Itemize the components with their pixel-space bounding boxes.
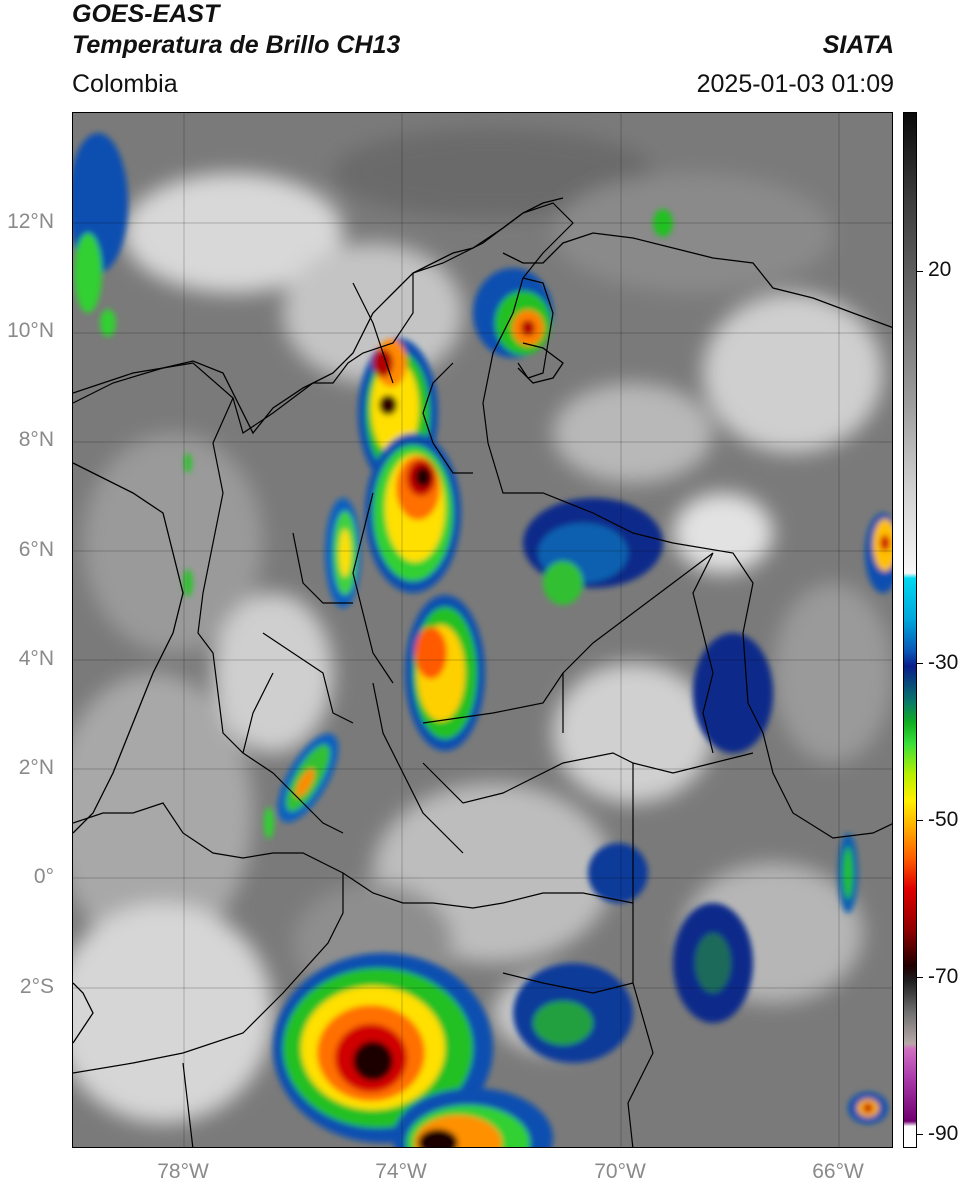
satellite-map[interactable] [72, 112, 893, 1148]
colorbar-label-20: 20 [928, 258, 951, 282]
lon-label-78w: 78°W [157, 1160, 209, 1184]
lat-label-12n: 12°N [7, 210, 54, 234]
colorbar-tick [917, 820, 923, 821]
product-title: Temperatura de Brillo CH13 [72, 31, 400, 60]
colorbar-tick [917, 271, 923, 272]
lon-label-70w: 70°W [594, 1160, 646, 1184]
lat-label-2n: 2°N [19, 756, 54, 780]
temperature-colorbar [903, 112, 917, 1148]
colorbar-tick [917, 977, 923, 978]
lon-label-66w: 66°W [812, 1160, 864, 1184]
lat-label-2s: 2°S [20, 975, 54, 999]
satellite-title: GOES-EAST [72, 0, 219, 29]
lon-label-74w: 74°W [375, 1160, 427, 1184]
lat-label-6n: 6°N [19, 538, 54, 562]
lat-label-8n: 8°N [19, 428, 54, 452]
colorbar-label-minus30: -30 [928, 651, 958, 675]
lat-label-4n: 4°N [19, 647, 54, 671]
colorbar-tick [917, 1134, 923, 1135]
satellite-imagery [73, 113, 893, 1148]
lat-label-0: 0° [34, 865, 54, 889]
datetime-label: 2025-01-03 01:09 [697, 70, 894, 99]
agency-label: SIATA [823, 31, 894, 60]
colorbar-tick [917, 663, 923, 664]
colorbar-label-minus50: -50 [928, 808, 958, 832]
colorbar-label-minus70: -70 [928, 965, 958, 989]
region-label: Colombia [72, 70, 178, 99]
colorbar-label-minus90: -90 [928, 1122, 958, 1146]
lat-label-10n: 10°N [7, 319, 54, 343]
